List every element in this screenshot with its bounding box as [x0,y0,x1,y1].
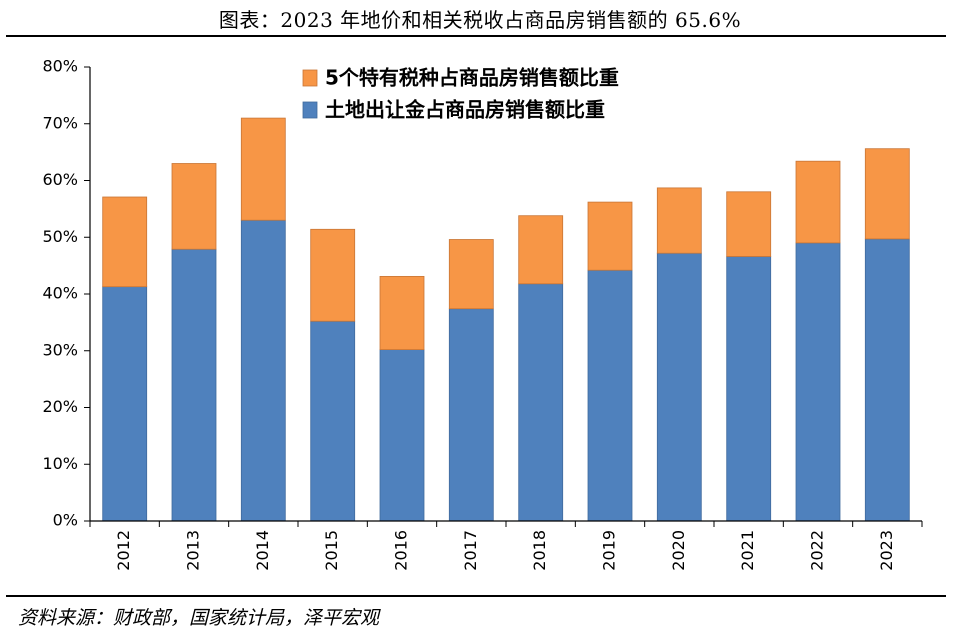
x-tick-label: 2021 [738,530,757,571]
bar-tax-2022 [795,160,841,244]
y-tick-label: 0% [53,511,78,530]
y-tick-label: 70% [42,113,78,132]
x-tick-label: 2012 [114,530,133,571]
bar-tax-2015 [310,228,356,322]
y-tick-label: 20% [42,397,78,416]
y-tick-label: 40% [42,284,78,303]
bar-land-2016 [379,349,425,522]
bottom-rule [6,595,946,597]
x-tick-label: 2022 [808,530,827,571]
bar-tax-2016 [379,275,425,350]
bar-land-2015 [310,320,356,522]
legend-swatch-land [302,101,318,119]
bar-land-2017 [448,308,494,522]
stacked-bar-chart: 2012 2013 2014 2015 2016 2017 2018 2019 2020 2021… [42,57,923,571]
bar-tax-2018 [518,215,564,285]
bar-land-2020 [656,252,702,522]
x-tick-label: 2016 [392,530,411,571]
bar-land-2019 [587,269,633,522]
bar-tax-2023 [864,148,910,240]
y-tick-label: 80% [42,57,78,76]
x-tick-label: 2015 [322,530,341,571]
bar-land-2022 [795,242,841,522]
x-tick-label: 2020 [669,530,688,571]
bar-land-2014 [240,219,286,522]
y-tick-label: 60% [42,170,78,189]
bar-land-2023 [864,238,910,522]
legend-label-tax: 5个特有税种占商品房销售额比重 [325,66,619,90]
x-tick-label: 2023 [877,530,896,571]
x-tick-label: 2014 [253,530,272,571]
chart-title: 图表：2023 年地价和相关税收占商品房销售额的 65.6% [218,8,742,32]
x-tick-label: 2018 [530,530,549,571]
bar-land-2018 [518,283,564,522]
bar-tax-2017 [448,239,494,310]
bar-land-2012 [102,286,148,522]
y-tick-label: 10% [42,454,78,473]
x-tick-label: 2013 [184,530,203,571]
top-rule [6,35,946,37]
legend-label-land: 土地出让金占商品房销售额比重 [325,98,605,122]
bar-land-2013 [171,248,217,522]
y-tick-label: 50% [42,227,78,246]
bar-tax-2019 [587,201,633,271]
legend-swatch-tax [302,69,318,87]
bar-tax-2014 [240,117,286,221]
bar-tax-2020 [656,187,702,254]
y-tick-label: 30% [42,340,78,359]
x-tick-label: 2017 [461,530,480,571]
x-tick-label: 2019 [600,530,619,571]
source-note: 资料来源：财政部，国家统计局，泽平宏观 [18,607,380,629]
bar-land-2021 [726,256,772,522]
bar-tax-2012 [102,196,148,288]
bar-tax-2013 [171,163,217,250]
bar-tax-2021 [726,191,772,257]
